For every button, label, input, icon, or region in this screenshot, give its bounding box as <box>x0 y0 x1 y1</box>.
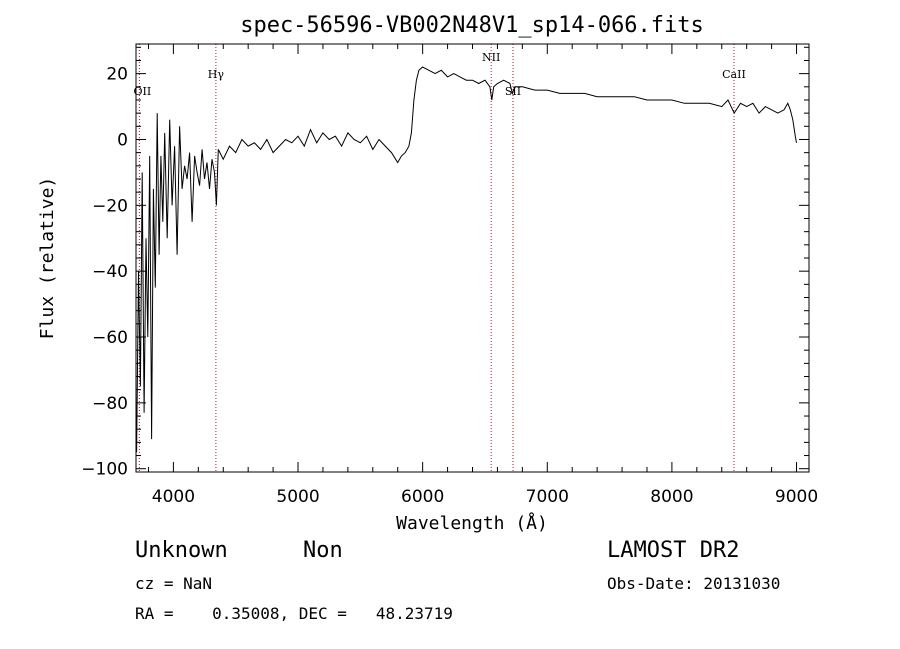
x-axis-label: Wavelength (Å) <box>396 512 548 534</box>
emission-line-label: Hγ <box>208 68 225 81</box>
chart-title: spec-56596-VB002N48V1_sp14-066.fits <box>240 13 704 38</box>
y-tick-label: 20 <box>106 65 128 85</box>
emission-line-label: OII <box>134 85 152 98</box>
redshift-text: cz = NaN <box>135 574 213 593</box>
spectrum-series <box>136 66 797 453</box>
coordinates-text: RA = 0.35008, DEC = 48.23719 <box>135 604 453 623</box>
spectrum-line-0 <box>136 66 797 453</box>
x-tick-label: 7000 <box>526 487 569 507</box>
object-subclass: Non <box>303 538 343 563</box>
y-tick-label: −20 <box>92 196 128 216</box>
x-tick-label: 9000 <box>775 487 818 507</box>
y-axis: −100 −80 −60 −40 −20 0 20 <box>81 46 809 480</box>
x-tick-label: 4000 <box>152 487 195 507</box>
y-tick-label: −40 <box>92 262 128 282</box>
x-tick-label: 5000 <box>276 487 319 507</box>
x-axis: 4000 5000 6000 7000 8000 9000 <box>147 44 818 507</box>
emission-line-label: CaII <box>722 68 746 81</box>
survey-name: LAMOST DR2 <box>607 538 740 563</box>
x-tick-label: 8000 <box>650 487 693 507</box>
y-tick-label: −80 <box>92 394 128 414</box>
y-tick-label: 0 <box>117 130 128 150</box>
plot-frame <box>135 43 810 473</box>
y-tick-label: −60 <box>92 328 128 348</box>
emission-line-label: NII <box>482 51 500 64</box>
obs-date-text: Obs-Date: 20131030 <box>607 574 781 593</box>
y-tick-label: −100 <box>81 460 128 480</box>
y-axis-label: Flux (relative) <box>37 177 58 340</box>
x-tick-label: 6000 <box>401 487 444 507</box>
object-class: Unknown <box>135 538 228 563</box>
